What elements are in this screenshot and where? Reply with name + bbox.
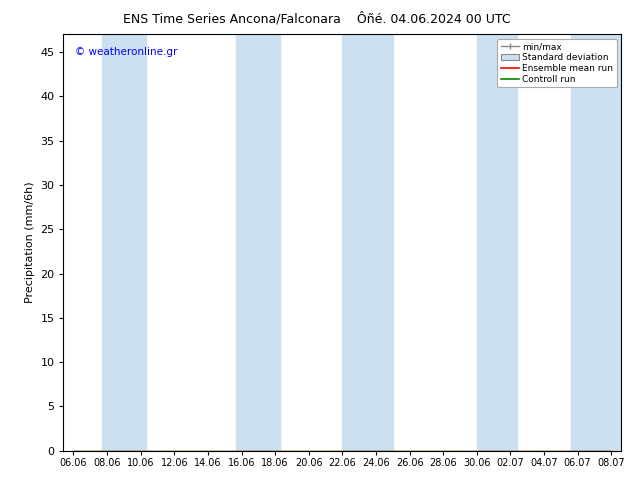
Bar (102, 34, 146, 451)
Text: © weatheronline.gr: © weatheronline.gr (75, 47, 177, 57)
Bar (571, 34, 628, 451)
Legend: min/max, Standard deviation, Ensemble mean run, Controll run: min/max, Standard deviation, Ensemble me… (497, 39, 617, 87)
Text: ENS Time Series Ancona/Falconara    Ôñé. 04.06.2024 00 UTC: ENS Time Series Ancona/Falconara Ôñé. 04… (123, 12, 511, 26)
Y-axis label: Precipitation (mm/6h): Precipitation (mm/6h) (25, 182, 35, 303)
Bar (342, 34, 393, 451)
Bar (477, 34, 517, 451)
Bar (236, 34, 280, 451)
